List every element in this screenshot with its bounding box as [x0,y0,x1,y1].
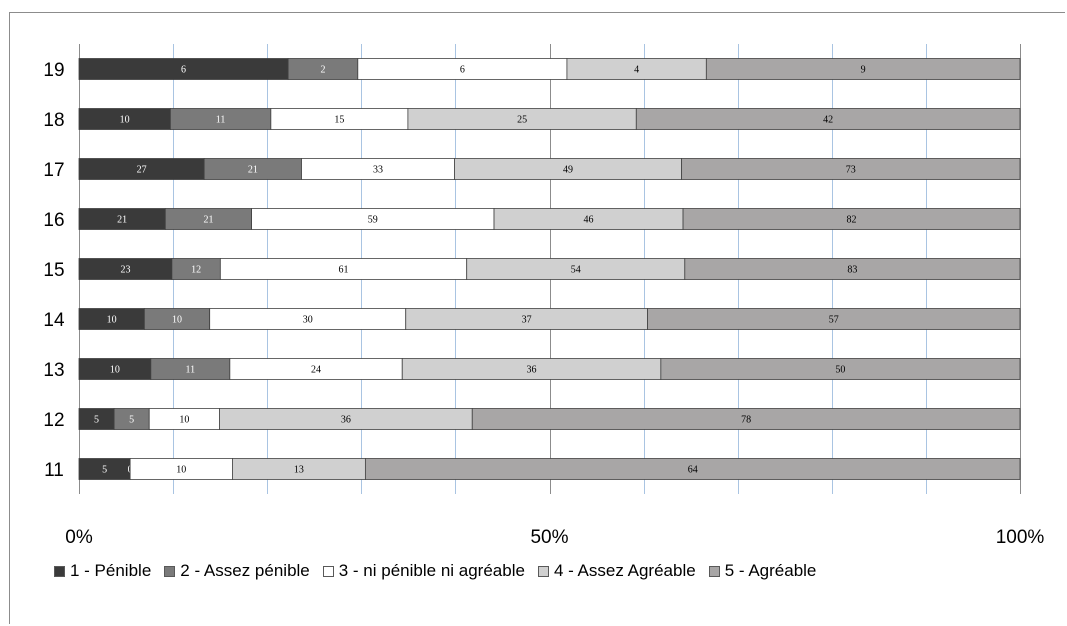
data-label: 36 [341,415,351,426]
data-label: 83 [847,265,857,276]
data-label: 61 [339,265,349,276]
data-label: 5 [102,465,107,476]
data-label: 82 [847,215,857,226]
data-label: 10 [107,315,117,326]
data-label: 5 [129,415,134,426]
legend-item: 2 - Assez pénible [164,561,310,581]
legend-label: 2 - Assez pénible [180,561,310,580]
data-label: 10 [172,315,182,326]
category-label: 19 [43,60,64,81]
category-label: 14 [43,310,65,331]
data-label: 10 [120,115,130,126]
bar-segment [681,158,1021,180]
legend-item: 5 - Agréable [708,561,817,581]
data-label: 25 [517,115,527,126]
data-label: 54 [571,265,581,276]
data-label: 30 [303,315,313,326]
data-label: 64 [688,465,698,476]
legend-swatch [164,565,176,577]
x-tick-label: 50% [530,527,568,548]
data-label: 5 [94,415,99,426]
x-tick-label: 100% [996,527,1045,548]
legend-item: 1 - Pénible [54,561,151,581]
bar-segment [635,108,1021,130]
legend-label: 4 - Assez Agréable [553,561,696,580]
data-label: 13 [294,465,304,476]
data-label: 50 [835,365,845,376]
data-label: 21 [248,165,258,176]
data-label: 10 [110,365,120,376]
bar-segment [684,258,1021,280]
bar-segment [660,358,1021,380]
data-label: 15 [334,115,344,126]
data-label: 37 [522,315,532,326]
bar-segment [364,458,1021,480]
data-label: 11 [216,115,226,126]
legend-swatch [54,565,65,577]
data-label: 6 [181,65,186,76]
category-label: 13 [43,360,64,381]
data-label: 78 [741,415,751,426]
data-label: 21 [203,215,213,226]
data-label: 6 [460,65,465,76]
legend-label: 3 - ni pénible ni agréable [338,561,525,580]
legend-label: 5 - Agréable [724,561,817,580]
data-label: 24 [311,365,321,376]
data-label: 27 [137,165,147,176]
data-label: 73 [846,165,856,176]
legend-item: 4 - Assez Agréable [537,561,696,581]
category-label: 16 [43,210,64,231]
category-label: 11 [44,460,64,481]
data-label: 59 [368,215,378,226]
chart-frame [9,12,1065,624]
data-label: 36 [527,365,537,376]
data-label: 46 [584,215,594,226]
data-label: 4 [634,65,639,76]
data-label: 12 [191,265,201,276]
data-label: 9 [861,65,866,76]
data-label: 10 [176,465,186,476]
legend-swatch [322,565,334,577]
category-label: 12 [43,410,64,431]
data-label: 23 [120,265,130,276]
bar-segment [705,58,1021,80]
data-label: 10 [179,415,189,426]
x-tick-label: 0% [65,527,93,548]
legend-item: 3 - ni pénible ni agréable [322,561,525,581]
bar-segment [682,208,1021,230]
bar-segment [471,408,1021,430]
legend-label: 1 - Pénible [70,561,152,580]
data-label: 33 [373,165,383,176]
data-label: 57 [829,315,839,326]
data-label: 2 [320,65,325,76]
category-label: 18 [43,110,64,131]
category-label: 17 [43,160,64,181]
legend: 1 - Pénible 2 - Assez pénible 3 - ni pénib… [54,559,829,583]
data-label: 42 [823,115,833,126]
data-label: 11 [186,365,196,376]
bar-segment [647,308,1021,330]
data-label: 49 [563,165,573,176]
legend-swatch [708,565,720,577]
data-label: 21 [117,215,127,226]
legend-swatch [537,565,549,577]
category-label: 15 [43,260,64,281]
